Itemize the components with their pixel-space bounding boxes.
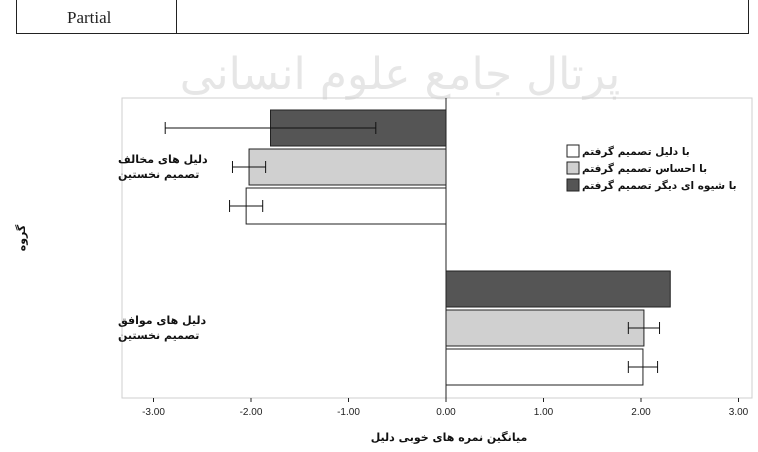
legend-swatch [566, 161, 580, 175]
legend-label: با شیوه ای دیگر تصمیم گرفتم [582, 179, 737, 192]
bar [245, 187, 447, 225]
legend-label: با احساس تصمیم گرفتم [582, 162, 707, 175]
category-label: دلیل های مخالف [118, 153, 208, 166]
bar [445, 348, 644, 386]
legend: با دلیل تصمیم گرفتم با احساس تصمیم گرفتم ب… [566, 144, 737, 192]
category-label: تصمیم نخستین [118, 168, 199, 181]
plot-frame [121, 97, 753, 399]
category-label: دلیل های موافق [118, 314, 207, 327]
category-labels: دلیل های مخالف تصمیم نخستین دلیل های موافق… [118, 153, 208, 342]
watermark-logo: پرتال جامع علوم انسانی [180, 49, 621, 100]
table-divider [176, 0, 177, 33]
x-tick-label: -3.00 [142, 407, 165, 418]
table-fragment: Partial [16, 0, 749, 34]
legend-label: با دلیل تصمیم گرفتم [582, 145, 690, 158]
x-tick-label: 0.00 [436, 407, 456, 418]
x-axis-title: میانگین نمره های خوبی دلیل [371, 431, 528, 444]
bar [445, 309, 645, 347]
watermark-text: پرتال جامع علوم انسانی [180, 49, 621, 100]
legend-swatch [566, 144, 580, 158]
plot-area [121, 97, 753, 399]
table-cell-text: Partial [67, 8, 112, 27]
legend-swatch [566, 178, 580, 192]
x-tick-label: -2.00 [240, 407, 263, 418]
y-axis-title: گروه [15, 224, 28, 251]
x-tick-label: 3.00 [729, 407, 749, 418]
category-label: تصمیم نخستین [118, 329, 199, 342]
bar [445, 270, 671, 308]
x-axis: -3.00 -2.00 -1.00 0.00 1.00 2.00 3.00 [142, 398, 749, 418]
x-tick-label: -1.00 [337, 407, 360, 418]
x-tick-label: 2.00 [631, 407, 651, 418]
x-tick-label: 1.00 [534, 407, 554, 418]
bar [248, 148, 447, 186]
